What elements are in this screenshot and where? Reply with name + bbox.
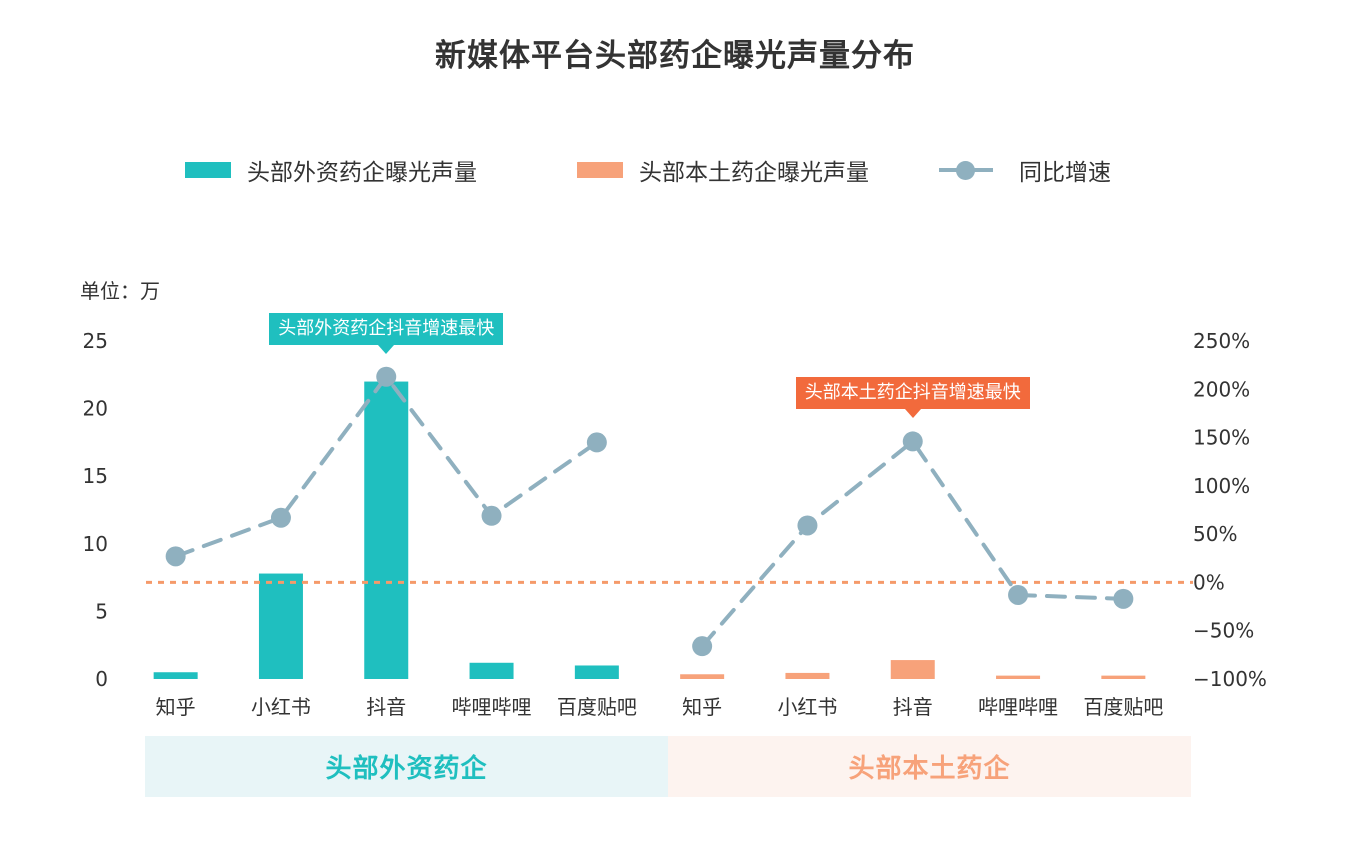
- legend-line-marker-icon: [939, 155, 993, 185]
- y-right-tick-label: 150%: [1193, 426, 1250, 450]
- x-category-label: 知乎: [682, 695, 722, 719]
- y-right-tick-label: 250%: [1193, 329, 1250, 353]
- growth-point: [1008, 584, 1029, 605]
- bar: [680, 674, 725, 679]
- y-left-tick-label: 20: [83, 397, 108, 421]
- bar: [153, 672, 198, 679]
- growth-point: [797, 515, 818, 536]
- bar: [364, 381, 409, 679]
- y-right-tick-label: −100%: [1193, 667, 1267, 691]
- legend-label: 同比增速: [1019, 160, 1111, 186]
- bar: [258, 573, 303, 679]
- x-category-label: 哔哩哔哩: [452, 695, 532, 719]
- growth-point: [376, 366, 397, 387]
- growth-point: [692, 636, 713, 657]
- y-left-tick-label: 0: [95, 667, 108, 691]
- x-category-label: 抖音: [893, 695, 933, 719]
- chart-title: 新媒体平台头部药企曝光声量分布: [435, 38, 915, 74]
- growth-point: [270, 507, 291, 528]
- y-left-tick-label: 10: [83, 532, 108, 556]
- y-right-tick-label: 100%: [1193, 474, 1250, 498]
- annotation-callout: 头部外资药企抖音增速最快: [269, 312, 504, 354]
- y-left-tick-label: 15: [83, 464, 108, 488]
- bar: [785, 672, 830, 679]
- group-band-label: 头部外资药企: [145, 736, 668, 797]
- growth-point: [165, 546, 186, 567]
- x-category-label: 抖音: [366, 695, 406, 719]
- bar: [890, 660, 935, 679]
- y-left-tick-label: 25: [83, 329, 108, 353]
- x-category-label: 百度贴吧: [1083, 695, 1163, 719]
- y-right-tick-label: 50%: [1193, 522, 1237, 546]
- group-band-label: 头部本土药企: [668, 736, 1191, 797]
- annotation-callout: 头部本土药企抖音增速最快: [795, 377, 1030, 419]
- legend-label: 头部外资药企曝光声量: [247, 160, 477, 186]
- bar: [996, 675, 1041, 679]
- growth-point: [1113, 588, 1134, 609]
- x-category-label: 小红书: [777, 695, 837, 719]
- y-left-tick-label: 5: [95, 599, 108, 623]
- legend-item-foreign-volume: 头部外资药企曝光声量: [185, 155, 477, 186]
- x-category-label: 百度贴吧: [557, 695, 637, 719]
- y-right-tick-label: 200%: [1193, 377, 1250, 401]
- growth-point: [481, 505, 502, 526]
- bar: [574, 665, 619, 679]
- legend-label: 头部本土药企曝光声量: [639, 160, 869, 186]
- x-category-label: 哔哩哔哩: [978, 695, 1058, 719]
- y-axis-unit-label: 单位：万: [80, 279, 160, 303]
- legend-swatch-orange: [577, 162, 623, 178]
- growth-point: [586, 432, 607, 453]
- legend-item-yoy-growth: 同比增速: [939, 155, 1111, 186]
- y-right-tick-label: −50%: [1193, 619, 1254, 643]
- bar: [469, 662, 514, 679]
- x-category-label: 知乎: [156, 695, 196, 719]
- legend-item-domestic-volume: 头部本土药企曝光声量: [577, 155, 869, 186]
- bar: [1101, 675, 1146, 679]
- y-right-tick-label: 0%: [1193, 570, 1225, 594]
- x-category-label: 小红书: [251, 695, 311, 719]
- growth-line-segment: [700, 438, 1126, 649]
- legend-swatch-teal: [185, 162, 231, 178]
- growth-point: [902, 431, 923, 452]
